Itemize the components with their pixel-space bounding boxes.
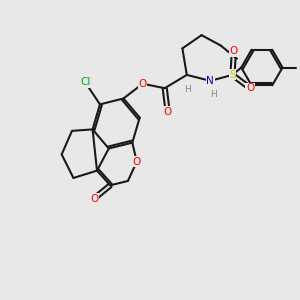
Text: O: O — [139, 79, 147, 89]
Text: O: O — [246, 83, 254, 93]
Text: N: N — [206, 76, 214, 86]
Text: H: H — [184, 85, 191, 94]
Text: O: O — [164, 107, 172, 117]
Text: S: S — [229, 70, 236, 80]
Text: Cl: Cl — [80, 77, 90, 87]
Text: H: H — [210, 90, 217, 99]
Text: O: O — [230, 46, 238, 56]
Text: O: O — [133, 157, 141, 167]
Text: O: O — [90, 194, 98, 204]
